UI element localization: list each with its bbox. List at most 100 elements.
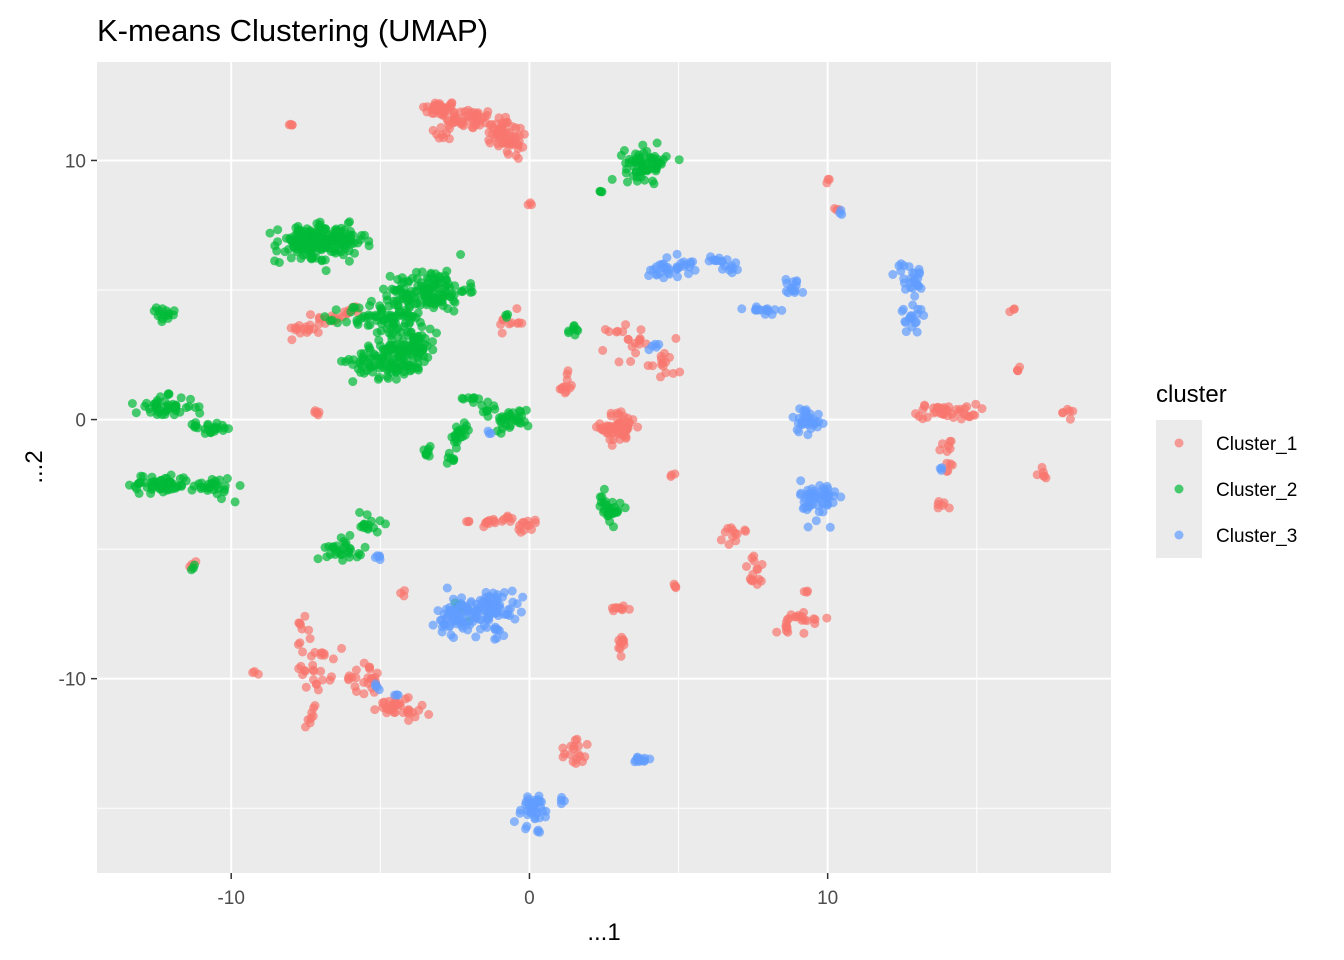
data-point <box>591 422 601 432</box>
data-point <box>467 287 477 297</box>
data-point <box>530 518 540 528</box>
data-point <box>398 336 408 346</box>
data-point <box>632 172 642 182</box>
data-point <box>466 598 476 608</box>
data-point <box>303 228 313 238</box>
data-point <box>482 110 492 120</box>
data-point <box>412 274 422 284</box>
data-point <box>466 108 476 118</box>
data-point <box>445 602 455 612</box>
data-point <box>365 662 375 672</box>
data-point <box>372 551 382 561</box>
data-point <box>166 470 176 480</box>
data-point <box>825 522 835 532</box>
data-point <box>607 422 617 432</box>
data-point <box>490 622 500 632</box>
data-point <box>617 604 627 614</box>
series-cluster-3 <box>370 205 947 837</box>
data-point <box>393 700 403 710</box>
data-point <box>624 604 634 614</box>
data-point <box>490 404 500 414</box>
data-point <box>422 273 432 283</box>
data-point <box>482 623 492 632</box>
data-point <box>310 407 320 417</box>
data-point <box>527 798 537 808</box>
data-point <box>387 284 397 294</box>
data-point <box>390 708 400 717</box>
data-point <box>379 284 388 294</box>
data-point <box>559 796 569 806</box>
data-point <box>472 116 482 125</box>
data-point <box>125 480 134 490</box>
data-point <box>652 138 662 148</box>
data-point <box>379 363 389 373</box>
data-point <box>502 415 511 425</box>
data-point <box>230 497 240 507</box>
data-point <box>636 325 646 335</box>
data-point <box>163 400 173 410</box>
data-point <box>1065 414 1075 424</box>
data-point <box>200 424 210 434</box>
data-point <box>665 352 674 362</box>
data-point <box>616 651 626 661</box>
data-point <box>455 107 465 117</box>
data-point <box>894 261 904 271</box>
data-point <box>203 483 213 493</box>
data-point <box>408 332 418 342</box>
data-point <box>345 217 354 227</box>
data-point <box>320 255 330 265</box>
data-point <box>741 526 751 536</box>
data-point <box>633 422 643 432</box>
data-point <box>1039 471 1048 481</box>
data-point <box>131 408 141 418</box>
data-point <box>337 643 347 653</box>
data-point <box>301 722 310 732</box>
data-point <box>295 328 305 338</box>
data-point <box>623 177 632 187</box>
y-tick-label: 0 <box>75 411 86 432</box>
data-point <box>808 494 817 504</box>
data-point <box>187 485 197 495</box>
series-cluster-2 <box>125 138 684 626</box>
data-point <box>796 476 806 486</box>
data-point <box>345 530 355 540</box>
data-point <box>836 492 846 502</box>
data-point <box>286 253 296 263</box>
data-point <box>510 614 520 624</box>
data-point <box>570 735 580 745</box>
data-point <box>486 593 496 603</box>
x-axis-title: ...1 <box>587 919 620 946</box>
data-point <box>456 427 466 437</box>
data-point <box>933 402 943 412</box>
data-point <box>526 807 536 817</box>
data-point <box>164 389 173 399</box>
data-point <box>458 608 468 618</box>
data-point <box>400 694 410 704</box>
data-point <box>471 613 481 623</box>
data-point <box>304 625 314 635</box>
data-point <box>913 304 923 314</box>
data-point <box>523 421 533 431</box>
data-point <box>622 422 632 432</box>
data-point <box>830 487 840 497</box>
data-point <box>822 613 832 623</box>
data-point <box>507 586 517 596</box>
data-point <box>343 673 353 683</box>
data-point <box>483 603 493 612</box>
data-point <box>636 156 646 166</box>
data-point <box>306 310 315 320</box>
data-point <box>382 291 392 301</box>
data-point <box>522 821 532 831</box>
data-point <box>341 538 351 548</box>
data-point <box>314 222 324 232</box>
data-point <box>313 685 323 695</box>
data-point <box>784 614 794 624</box>
data-point <box>300 611 310 621</box>
data-point <box>468 398 478 407</box>
data-point <box>568 757 578 767</box>
data-point <box>353 320 363 329</box>
data-point <box>646 265 655 275</box>
data-point <box>345 233 355 242</box>
data-point <box>464 516 474 526</box>
data-point <box>334 237 344 247</box>
